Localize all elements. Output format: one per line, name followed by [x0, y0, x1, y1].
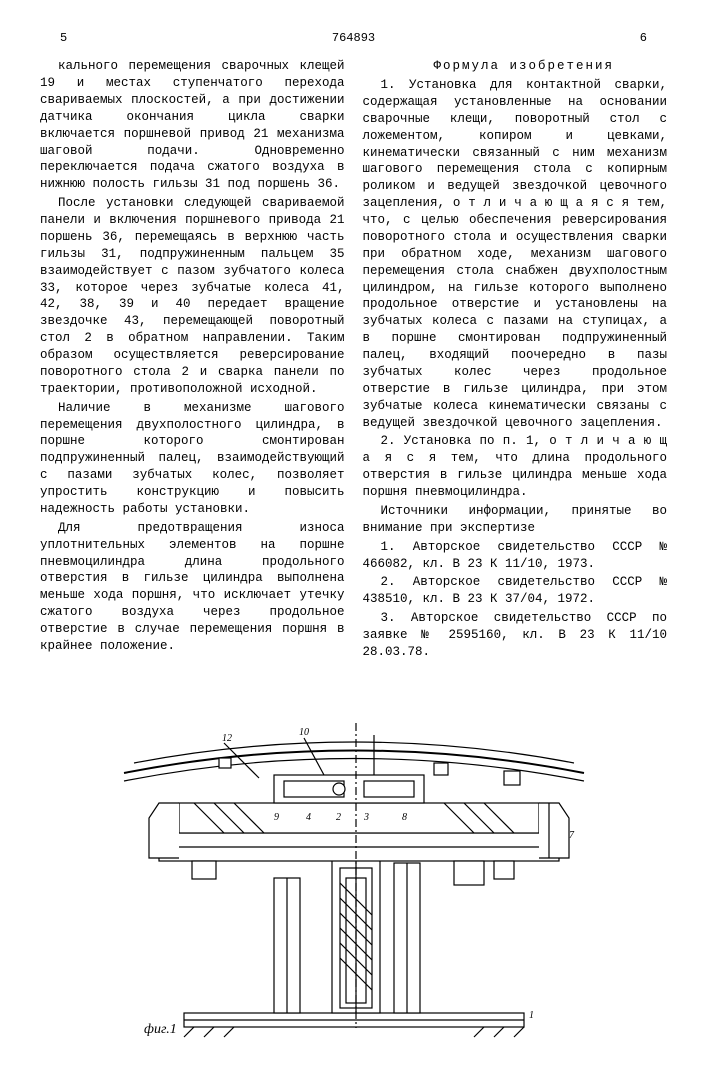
source-1: 1. Авторское свидетельство СССР № 466082…	[363, 539, 668, 573]
source-2: 2. Авторское свидетельство СССР № 438510…	[363, 574, 668, 608]
right-para-1: 1. Установка для контактной сварки, соде…	[363, 77, 668, 431]
left-para-1: кального перемещения сварочных клещей 19…	[40, 58, 345, 193]
column-right: Формула изобретения 1. Установка для кон…	[363, 58, 668, 663]
left-para-3: Наличие в механизме шагового перемещения…	[40, 400, 345, 518]
figure-1: 12 10 2 9 4 3 8 1 7 фиг.1	[40, 683, 667, 1043]
figure-label: фиг.1	[144, 1022, 177, 1037]
svg-text:4: 4	[306, 812, 311, 823]
page-header: 5 764893 6	[40, 30, 667, 46]
column-left: кального перемещения сварочных клещей 19…	[40, 58, 345, 663]
svg-text:3: 3	[363, 812, 369, 823]
svg-text:8: 8	[402, 812, 407, 823]
sources-title: Источники информации, принятые во вниман…	[363, 503, 668, 537]
technical-drawing-icon: 12 10 2 9 4 3 8 1 7 фиг.1	[74, 683, 634, 1043]
source-3: 3. Авторское свидетельство СССР по заявк…	[363, 610, 668, 661]
svg-text:1: 1	[529, 1010, 534, 1021]
patent-number: 764893	[332, 30, 375, 46]
text-columns: кального перемещения сварочных клещей 19…	[40, 58, 667, 663]
page-number-left: 5	[60, 30, 67, 46]
left-para-4: Для предотвращения износа уплотнительных…	[40, 520, 345, 655]
right-para-2: 2. Установка по п. 1, о т л и ч а ю щ а …	[363, 433, 668, 501]
svg-text:9: 9	[274, 812, 279, 823]
svg-text:2: 2	[336, 812, 341, 823]
svg-text:7: 7	[569, 830, 575, 841]
left-para-2: После установки следующей свариваемой па…	[40, 195, 345, 398]
svg-text:12: 12	[222, 733, 232, 744]
svg-text:10: 10	[299, 727, 309, 738]
formula-title: Формула изобретения	[363, 58, 668, 75]
page-number-right: 6	[640, 30, 647, 46]
